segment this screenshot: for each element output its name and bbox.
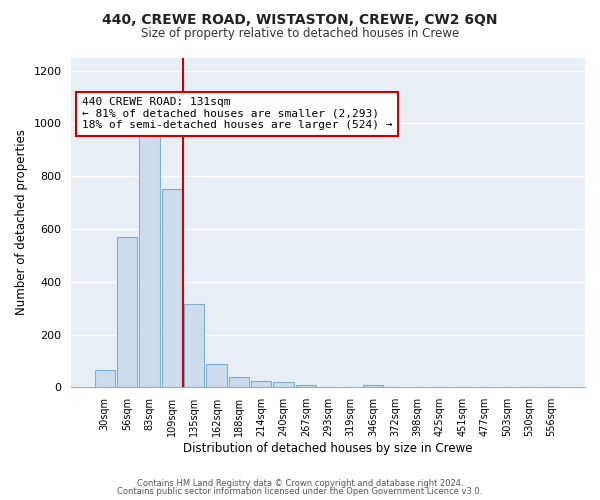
Text: 440, CREWE ROAD, WISTASTON, CREWE, CW2 6QN: 440, CREWE ROAD, WISTASTON, CREWE, CW2 6…: [102, 12, 498, 26]
Bar: [363, 384, 383, 388]
Bar: [95, 370, 115, 388]
Bar: [229, 377, 249, 388]
X-axis label: Distribution of detached houses by size in Crewe: Distribution of detached houses by size …: [184, 442, 473, 455]
Bar: [117, 237, 137, 388]
Bar: [206, 364, 227, 388]
Text: Size of property relative to detached houses in Crewe: Size of property relative to detached ho…: [141, 28, 459, 40]
Bar: [296, 384, 316, 388]
Text: Contains public sector information licensed under the Open Government Licence v3: Contains public sector information licen…: [118, 487, 482, 496]
Bar: [162, 190, 182, 388]
Text: Contains HM Land Registry data © Crown copyright and database right 2024.: Contains HM Land Registry data © Crown c…: [137, 478, 463, 488]
Bar: [251, 381, 271, 388]
Text: 440 CREWE ROAD: 131sqm
← 81% of detached houses are smaller (2,293)
18% of semi-: 440 CREWE ROAD: 131sqm ← 81% of detached…: [82, 97, 392, 130]
Bar: [139, 124, 160, 388]
Y-axis label: Number of detached properties: Number of detached properties: [15, 130, 28, 316]
Bar: [184, 304, 204, 388]
Bar: [274, 382, 293, 388]
